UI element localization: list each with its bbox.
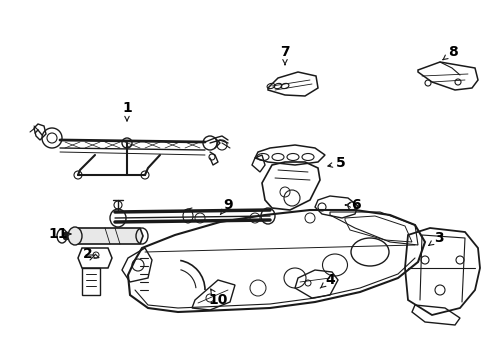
Text: 11: 11 bbox=[48, 227, 71, 241]
Text: 10: 10 bbox=[208, 289, 227, 307]
Text: 4: 4 bbox=[320, 273, 334, 288]
Polygon shape bbox=[75, 228, 142, 244]
Ellipse shape bbox=[68, 227, 82, 245]
Text: 2: 2 bbox=[83, 247, 99, 261]
Text: 9: 9 bbox=[220, 198, 232, 215]
Text: 8: 8 bbox=[442, 45, 457, 60]
Text: 3: 3 bbox=[428, 231, 443, 246]
Text: 7: 7 bbox=[280, 45, 289, 65]
Text: 6: 6 bbox=[345, 198, 360, 212]
Text: 5: 5 bbox=[327, 156, 345, 170]
Text: 1: 1 bbox=[122, 101, 132, 121]
